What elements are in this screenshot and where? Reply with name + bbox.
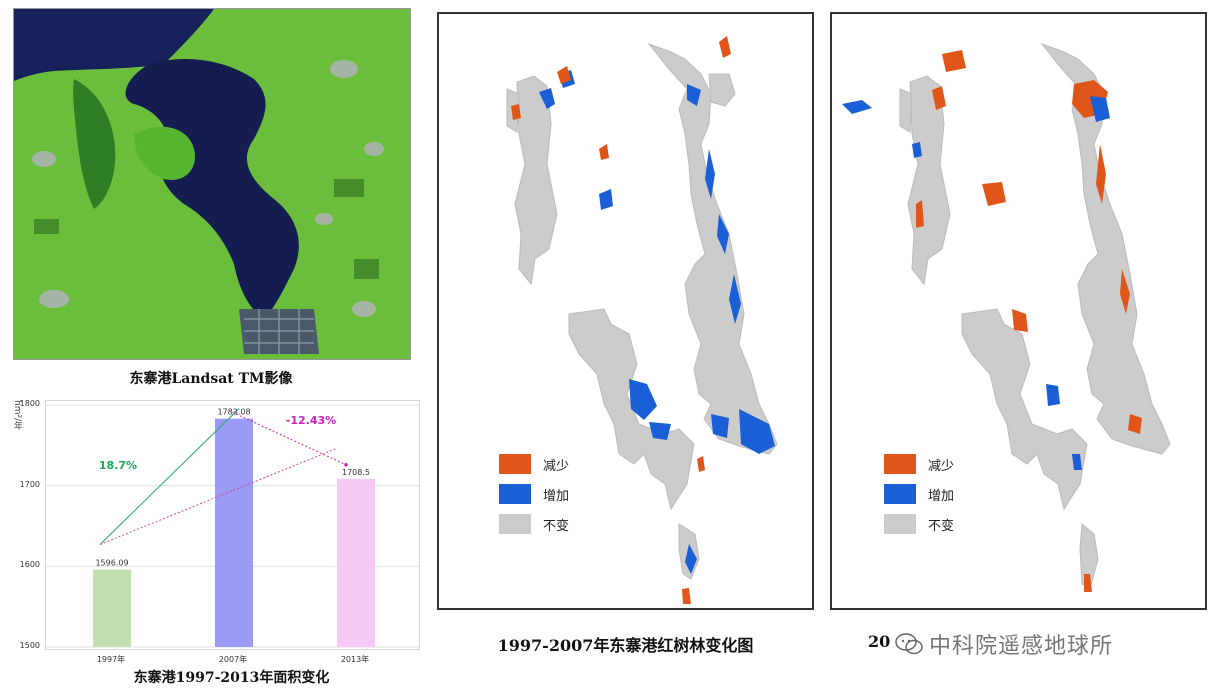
- landsat-image-svg: [14, 9, 410, 359]
- bar-value-label: 1708.5: [342, 468, 370, 477]
- legend-label-decrease: 减少: [928, 458, 955, 474]
- legend-unchanged-right: 不变: [884, 514, 954, 534]
- map-1997-2007-panel: 减少 增加 不变: [437, 12, 814, 610]
- map-2007-2013: [842, 42, 1171, 592]
- legend-label-increase: 增加: [543, 488, 570, 504]
- watermark-text: 中科院遥感地球所: [929, 634, 1114, 659]
- bar-value-label: 1596.09: [95, 558, 128, 567]
- area-change-chart: 1596.09 1783.08 1708.5 18.7% -12.43%: [45, 400, 420, 650]
- landsat-caption: 东寨港Landsat TM影像: [129, 371, 293, 387]
- map-1997-2007: [506, 36, 778, 604]
- legend-swatch-unchanged: [499, 514, 531, 534]
- y-tick-label: 1600: [19, 560, 40, 570]
- legend-increase-left: 增加: [499, 484, 569, 504]
- bar-0: [93, 569, 131, 647]
- legend-label-unchanged: 不变: [543, 518, 570, 534]
- y-tick-label: 1500: [19, 641, 40, 650]
- x-tick-label: 2007年: [218, 655, 248, 664]
- annotation-increase: 18.7%: [99, 459, 137, 472]
- map-left-caption: 1997-2007年东寨港红树林变化图: [497, 636, 754, 655]
- map-right-caption-visible: 20: [868, 632, 891, 651]
- trend-line-down: [228, 410, 347, 466]
- legend-swatch-unchanged: [884, 514, 916, 534]
- trend-line-pink: [99, 448, 337, 545]
- y-tick-label: 1800: [19, 399, 40, 408]
- chart-ylabel: hm²/年: [12, 400, 22, 431]
- legend-swatch-decrease: [499, 454, 531, 474]
- legend-decrease-right: 减少: [884, 454, 954, 474]
- legend-increase-right: 增加: [884, 484, 954, 504]
- chart-svg: 1596.09 1783.08 1708.5 18.7% -12.43%: [46, 404, 419, 648]
- legend-swatch-increase: [884, 484, 916, 504]
- map-2007-2013-panel: 减少 增加 不变: [830, 12, 1207, 610]
- legend-label-decrease: 减少: [543, 458, 570, 474]
- wechat-icon-svg: [895, 633, 923, 655]
- y-tick-label: 1700: [19, 479, 40, 489]
- x-tick-label: 1997年: [96, 655, 126, 664]
- x-tick-label: 2013年: [340, 655, 370, 664]
- legend-swatch-decrease: [884, 454, 916, 474]
- bar-value-label: 1783.08: [217, 408, 250, 417]
- trend-line-up: [99, 408, 240, 545]
- legend-decrease-left: 减少: [499, 454, 569, 474]
- watermark: 中科院遥感地球所: [895, 626, 1113, 662]
- bar-1: [215, 418, 253, 647]
- bar-2: [337, 478, 375, 647]
- legend-label-unchanged: 不变: [928, 518, 955, 534]
- annotation-decrease: -12.43%: [286, 414, 336, 427]
- legend-label-increase: 增加: [928, 488, 955, 504]
- wechat-icon: [895, 632, 923, 656]
- landsat-image: [13, 8, 411, 360]
- legend-swatch-increase: [499, 484, 531, 504]
- chart-title: 东寨港1997-2013年面积变化: [133, 670, 330, 686]
- trend-point: [344, 463, 348, 467]
- legend-unchanged-left: 不变: [499, 514, 569, 534]
